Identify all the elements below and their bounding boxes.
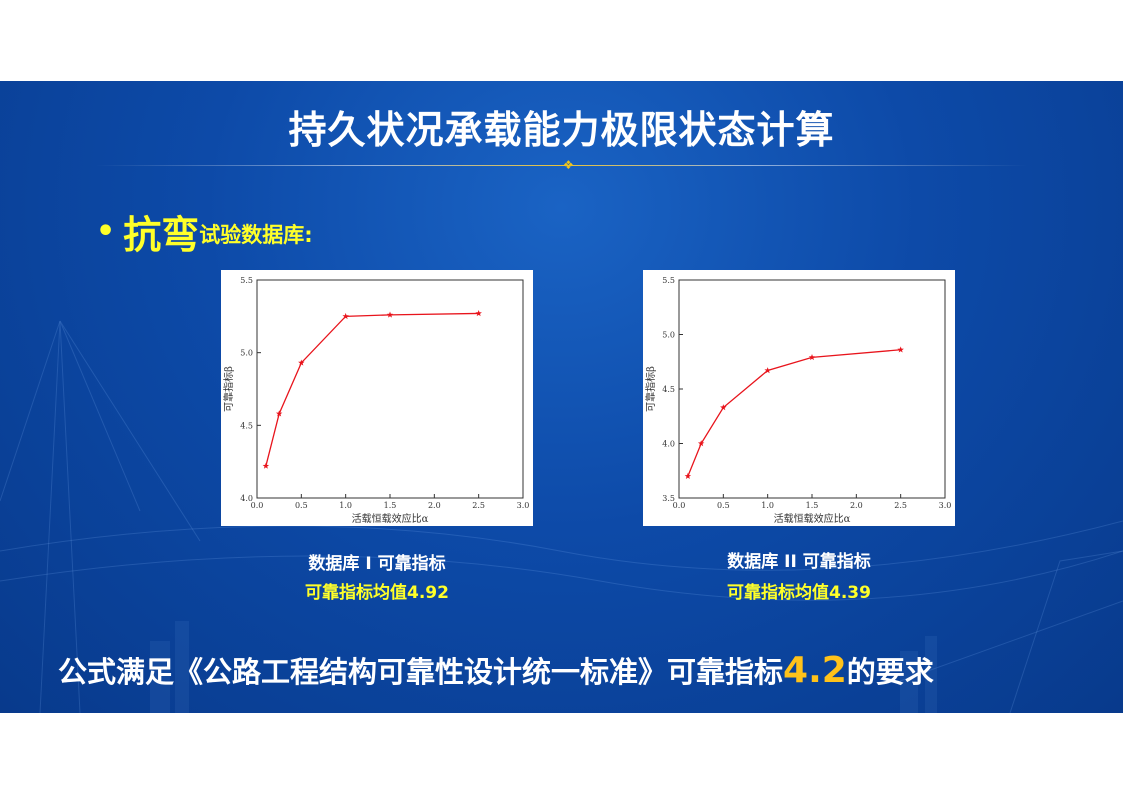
data-point bbox=[808, 353, 816, 361]
background-decoration bbox=[0, 320, 1123, 713]
conclusion-text: 公式满足《公路工程结构可靠性设计统一标准》可靠指标4.2的要求 bbox=[58, 649, 934, 691]
chart-1-caption: 数据库 I 可靠指标 bbox=[308, 554, 446, 574]
y-tick-label: 4.5 bbox=[240, 421, 253, 430]
chart-2-mean: 可靠指标均值4.39 bbox=[727, 583, 871, 603]
data-point bbox=[262, 462, 270, 469]
chart-1-mean: 可靠指标均值4.92 bbox=[305, 583, 449, 603]
x-tick-label: 2.5 bbox=[472, 501, 485, 510]
x-tick-label: 2.5 bbox=[894, 501, 907, 510]
bullet-marker: • bbox=[96, 214, 116, 249]
x-tick-label: 0.5 bbox=[295, 501, 308, 510]
x-tick-label: 1.0 bbox=[339, 501, 352, 510]
y-tick-label: 4.0 bbox=[662, 440, 675, 449]
conclusion-highlight: 4.2 bbox=[783, 650, 847, 691]
data-point bbox=[475, 310, 482, 317]
conclusion-prefix: 公式满足《公路工程结构可靠性设计统一标准》可靠指标 bbox=[58, 655, 784, 689]
x-tick-label: 3.0 bbox=[939, 501, 952, 510]
x-tick-label: 3.0 bbox=[517, 501, 530, 510]
y-tick-label: 5.5 bbox=[240, 276, 253, 285]
data-point bbox=[684, 472, 692, 479]
series-line bbox=[687, 349, 901, 477]
x-tick-label: 2.0 bbox=[428, 501, 441, 510]
title-divider bbox=[95, 165, 1028, 166]
y-axis-label: 可靠指标β bbox=[644, 366, 657, 412]
x-tick-label: 1.0 bbox=[761, 501, 774, 510]
slide: 持久状况承载能力极限状态计算 ❖ • 抗弯试验数据库: 0.0 0.5 1.0 1.5 2… bbox=[0, 81, 1123, 713]
chart-panel-1: 0.0 0.5 1.0 1.5 2.0 2.5 3.0 4.0 4.5 5.0 5.5 活载恒载效应比… bbox=[221, 270, 533, 526]
data-point bbox=[897, 346, 904, 353]
bullet-heading: • 抗弯试验数据库: bbox=[96, 204, 313, 259]
y-tick-label: 3.5 bbox=[662, 494, 675, 503]
x-tick-label: 1.5 bbox=[806, 501, 819, 510]
conclusion-suffix: 的要求 bbox=[846, 655, 934, 689]
x-axis-label: 活载恒载效应比α bbox=[352, 512, 429, 525]
chart-2-caption: 数据库 II 可靠指标 bbox=[727, 552, 871, 572]
data-point bbox=[386, 311, 394, 318]
y-tick-label: 5.5 bbox=[662, 276, 675, 285]
y-tick-label: 5.0 bbox=[240, 349, 253, 358]
data-point bbox=[275, 410, 283, 417]
chart-2: 0.0 0.5 1.0 1.5 2.0 2.5 3.0 3.5 4.0 4.5 5.0 5.5 活载恒载… bbox=[644, 276, 952, 525]
data-point bbox=[298, 359, 305, 366]
series-line bbox=[265, 312, 479, 467]
chart-1: 0.0 0.5 1.0 1.5 2.0 2.5 3.0 4.0 4.5 5.0 5.5 活载恒载效应比… bbox=[222, 276, 530, 525]
page-title: 持久状况承载能力极限状态计算 bbox=[288, 108, 835, 152]
bullet-emphasis: 抗弯 bbox=[123, 213, 200, 257]
data-point bbox=[720, 404, 727, 411]
data-point bbox=[342, 312, 349, 320]
x-tick-label: 0.0 bbox=[673, 501, 686, 510]
data-point bbox=[697, 440, 705, 447]
x-tick-label: 0.0 bbox=[251, 501, 264, 510]
diamond-ornament-icon: ❖ bbox=[563, 158, 574, 172]
x-axis-label: 活载恒载效应比α bbox=[774, 512, 851, 525]
plot-frame bbox=[678, 279, 946, 499]
data-point bbox=[764, 367, 771, 374]
y-tick-label: 4.0 bbox=[240, 494, 253, 503]
bullet-label: 试验数据库: bbox=[199, 223, 313, 247]
x-tick-label: 2.0 bbox=[850, 501, 863, 510]
y-axis-label: 可靠指标β bbox=[222, 366, 235, 412]
chart-panel-2: 0.0 0.5 1.0 1.5 2.0 2.5 3.0 3.5 4.0 4.5 5.0 5.5 活载恒载… bbox=[643, 270, 955, 526]
y-tick-label: 4.5 bbox=[662, 385, 675, 394]
x-tick-label: 1.5 bbox=[384, 501, 397, 510]
x-tick-label: 0.5 bbox=[717, 501, 730, 510]
y-tick-label: 5.0 bbox=[662, 331, 675, 340]
